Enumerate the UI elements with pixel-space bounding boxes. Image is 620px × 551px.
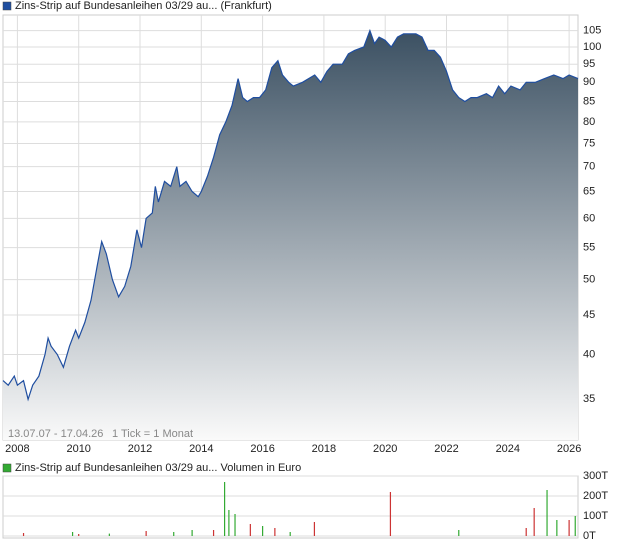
y-tick-label: 90 — [583, 76, 595, 88]
volume-bar — [574, 516, 576, 536]
volume-bar — [224, 482, 226, 536]
legend-label: Zins-Strip auf Bundesanleihen 03/29 au..… — [15, 462, 301, 474]
volume-bar — [262, 526, 264, 536]
legend-marker — [2, 1, 12, 11]
legend-label: Zins-Strip auf Bundesanleihen 03/29 au..… — [15, 0, 272, 12]
y-tick-label: 65 — [583, 185, 595, 197]
x-tick-label: 2020 — [373, 443, 397, 455]
volume-bar — [22, 533, 25, 536]
volume-bar — [389, 492, 392, 536]
x-tick-label: 2016 — [250, 443, 274, 455]
x-tick-label: 2012 — [128, 443, 152, 455]
x-tick-label: 2010 — [66, 443, 90, 455]
y-tick-label: 50 — [583, 273, 595, 285]
x-tick-label: 2008 — [5, 443, 29, 455]
volume-bar — [533, 508, 535, 536]
y-tick-label: 100 — [583, 41, 601, 53]
volume-bar — [234, 514, 236, 536]
volume-bar — [274, 528, 276, 536]
x-tick-label: 2024 — [496, 443, 520, 455]
volume-bar — [313, 522, 316, 536]
y-tick-label: 45 — [583, 309, 595, 321]
volume-bar — [71, 532, 74, 536]
plot-area — [2, 475, 579, 539]
y-tick-label: 0T — [583, 530, 596, 542]
volume-bar — [173, 532, 175, 536]
annotation: 13.07.07 - 17.04.26 — [8, 428, 103, 440]
volume-bar — [78, 534, 80, 536]
x-tick-label: 2026 — [557, 443, 581, 455]
volume-bar — [289, 532, 291, 536]
x-tick-label: 2022 — [434, 443, 458, 455]
x-tick-label: 2018 — [312, 443, 336, 455]
y-tick-label: 75 — [583, 137, 595, 149]
volume-bar — [228, 510, 230, 536]
y-tick-label: 100T — [583, 510, 608, 522]
price-area — [3, 30, 578, 440]
y-tick-label: 60 — [583, 212, 595, 224]
y-tick-label: 55 — [583, 242, 595, 254]
x-tick-label: 2014 — [189, 443, 213, 455]
volume-bar — [191, 530, 193, 536]
volume-bar — [108, 533, 110, 536]
y-tick-label: 35 — [583, 393, 595, 405]
y-tick-label: 40 — [583, 348, 595, 360]
volume-bar — [212, 530, 215, 536]
y-tick-label: 80 — [583, 116, 595, 128]
volume-bar — [568, 520, 570, 536]
y-tick-label: 95 — [583, 58, 595, 70]
volume-bar — [546, 490, 548, 536]
y-tick-label: 200T — [583, 490, 608, 502]
volume-bar — [249, 524, 251, 536]
volume-bar — [458, 530, 460, 536]
y-tick-label: 300T — [583, 470, 608, 482]
y-tick-label: 85 — [583, 95, 595, 107]
y-tick-label: 70 — [583, 161, 595, 173]
y-tick-label: 105 — [583, 25, 601, 37]
volume-bar — [525, 528, 527, 536]
volume-bar — [556, 520, 558, 536]
annotation: 1 Tick = 1 Monat — [112, 428, 193, 440]
legend-marker — [2, 463, 12, 473]
price-line — [2, 28, 579, 402]
volume-bar — [145, 531, 147, 536]
